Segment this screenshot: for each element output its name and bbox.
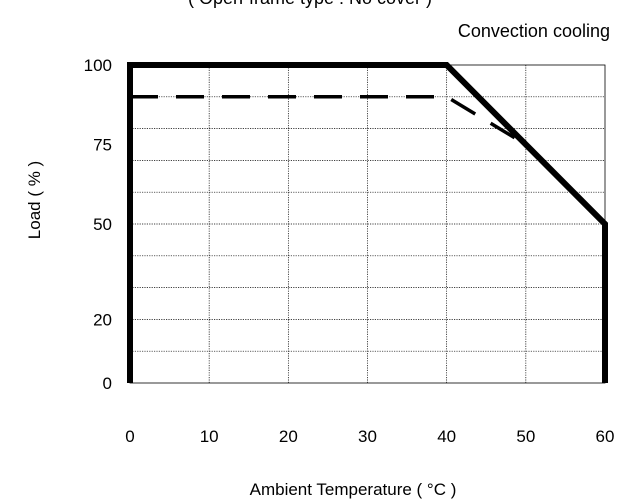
x-tick-label: 10 — [200, 427, 219, 446]
x-tick-label: 30 — [358, 427, 377, 446]
y-tick-label: 100 — [84, 56, 112, 75]
x-tick-label: 40 — [437, 427, 456, 446]
y-tick-label: 75 — [93, 136, 112, 155]
x-axis-title: Ambient Temperature ( °C ) — [250, 480, 457, 499]
chart-subtitle: Convection cooling — [458, 21, 610, 41]
y-axis-title: Load ( % ) — [25, 161, 44, 239]
y-tick-label: 20 — [93, 310, 112, 329]
y-tick-label: 50 — [93, 215, 112, 234]
x-tick-label: 60 — [596, 427, 615, 446]
x-tick-label: 20 — [279, 427, 298, 446]
y-tick-labels: 100 75 50 20 0 — [84, 56, 112, 393]
series-group — [127, 62, 608, 383]
series-line-dashed — [130, 95, 527, 146]
x-tick-label: 50 — [516, 427, 535, 446]
y-tick-label: 0 — [103, 374, 112, 393]
series-line-solid — [127, 62, 608, 383]
x-tick-labels: 0 10 20 30 40 50 60 — [125, 427, 614, 446]
chart-top-note: ( Open-frame type : No cover ) — [188, 0, 432, 8]
x-tick-label: 0 — [125, 427, 134, 446]
grid-lines — [130, 65, 605, 383]
